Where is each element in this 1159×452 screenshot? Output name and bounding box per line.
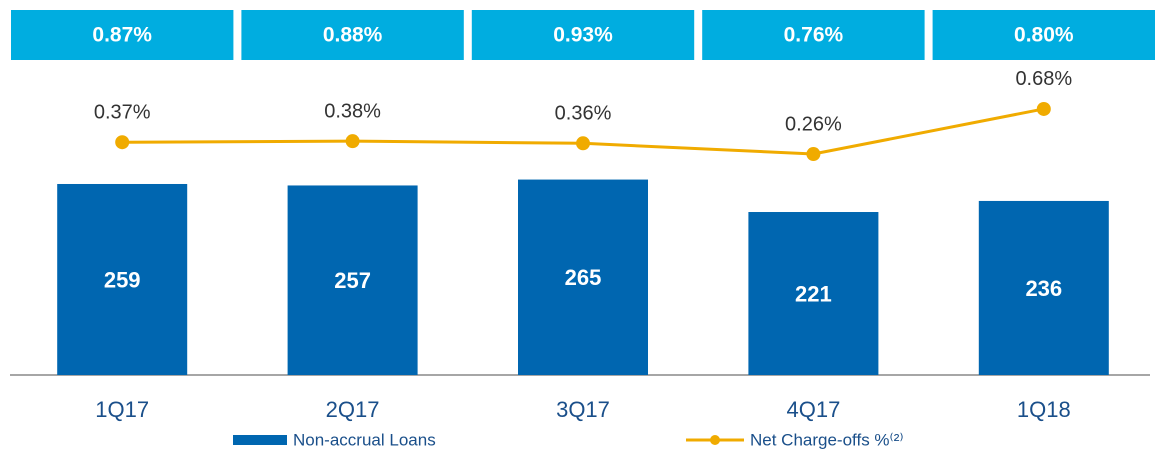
bar-value-label: 257: [334, 268, 371, 293]
legend-swatch: [233, 435, 287, 445]
line-value-label: 0.36%: [555, 103, 612, 125]
summary-label: 0.87%: [92, 24, 152, 47]
summary-label: 0.88%: [323, 24, 383, 47]
bar-value-label: 259: [104, 267, 141, 292]
line-marker: [345, 134, 360, 149]
line-value-label: 0.68%: [1015, 68, 1072, 90]
line-value-label: 0.38%: [324, 100, 381, 122]
x-tick-label: 1Q17: [95, 397, 149, 422]
bar: [518, 179, 648, 375]
line-marker: [115, 135, 130, 150]
legend-label: Non-accrual Loans: [293, 430, 436, 449]
summary-box: [702, 10, 925, 60]
summary-box: [11, 10, 234, 60]
x-tick-label: 2Q17: [326, 397, 380, 422]
x-tick-label: 1Q18: [1017, 397, 1071, 422]
line-marker: [806, 147, 821, 162]
summary-box: [932, 10, 1155, 60]
bar: [748, 212, 879, 375]
summary-label: 0.80%: [1014, 24, 1074, 47]
bar-value-label: 221: [795, 281, 832, 306]
bar-value-label: 236: [1025, 276, 1062, 301]
summary-box: [471, 10, 695, 60]
line-value-label: 0.37%: [94, 101, 151, 123]
legend-label: Net Charge-offs %⁽²⁾: [750, 430, 904, 449]
legend-marker: [710, 435, 720, 445]
bar: [978, 200, 1109, 375]
line-marker: [576, 136, 590, 151]
bar-value-label: 265: [565, 265, 602, 290]
summary-label: 0.93%: [553, 24, 613, 47]
summary-box: [241, 10, 464, 60]
summary-label: 0.76%: [784, 24, 844, 47]
bar: [287, 185, 418, 375]
x-tick-label: 4Q17: [786, 397, 840, 422]
line-marker: [1036, 101, 1051, 116]
line-value-label: 0.26%: [785, 113, 842, 135]
x-tick-label: 3Q17: [556, 397, 610, 422]
bar: [57, 183, 188, 375]
